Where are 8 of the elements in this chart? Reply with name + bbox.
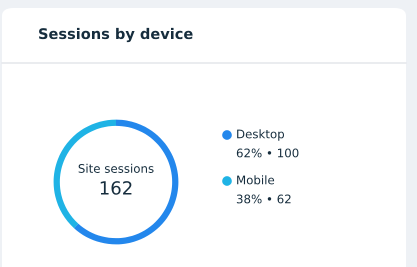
data-label: 62% • 100: [236, 148, 298, 158]
text: Site sessions: [78, 164, 154, 173]
data-label: 38% • 62: [236, 194, 291, 204]
donut-slice: [74, 120, 178, 244]
legend-label: Desktop: [237, 129, 284, 141]
legend-label: Mobile: [237, 175, 274, 184]
chart-title: Sessions by device: [39, 28, 193, 42]
text: 162: [100, 181, 132, 195]
